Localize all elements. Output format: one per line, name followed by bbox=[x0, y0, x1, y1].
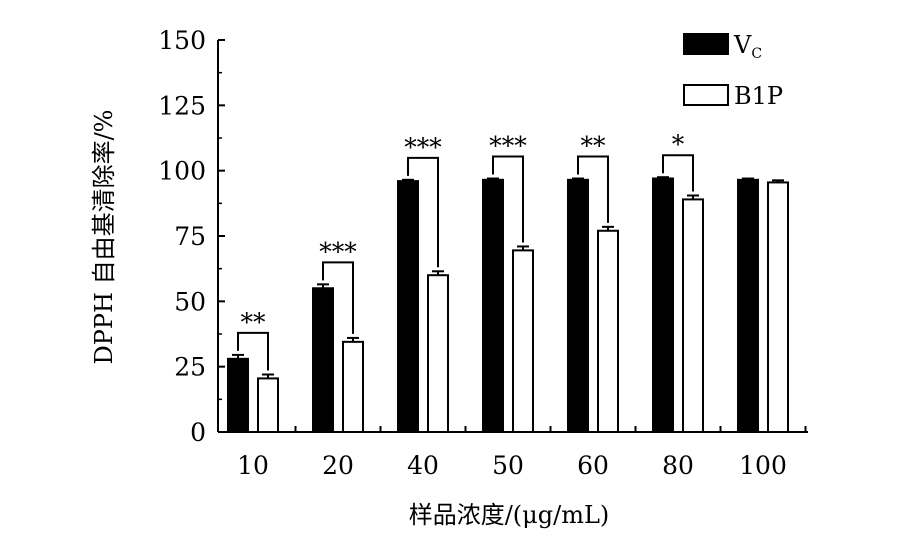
y-axis-label: DPPH 自由基清除率/% bbox=[90, 110, 118, 365]
y-tick-label: 75 bbox=[174, 222, 206, 251]
x-tick-label: 80 bbox=[662, 451, 694, 480]
significance-bracket bbox=[322, 261, 354, 334]
significance-bracket bbox=[407, 156, 439, 268]
bar-vc bbox=[482, 178, 504, 433]
y-tick-label: 150 bbox=[158, 26, 206, 55]
bar-vc bbox=[737, 178, 759, 433]
x-tick-label: 20 bbox=[322, 451, 354, 480]
significance-label: ** bbox=[241, 308, 267, 337]
y-tick-label: 50 bbox=[174, 287, 206, 316]
significance-label: *** bbox=[404, 133, 442, 162]
legend-label-vc: VC bbox=[733, 31, 762, 62]
y-tick-label: 125 bbox=[158, 91, 206, 120]
x-tick-label: 60 bbox=[577, 451, 609, 480]
bar-b1p bbox=[682, 198, 704, 433]
significance-brackets: ******** *** ** * bbox=[237, 130, 694, 371]
bar-vc bbox=[567, 178, 589, 433]
bar-vc bbox=[312, 287, 334, 433]
bar-vc bbox=[397, 180, 419, 433]
y-tick-label: 100 bbox=[158, 157, 206, 186]
significance-bracket bbox=[662, 154, 694, 192]
significance-label: *** bbox=[319, 237, 357, 266]
legend-swatch-b1p bbox=[683, 84, 729, 106]
significance-label: ** bbox=[581, 132, 607, 161]
bar-vc bbox=[652, 177, 674, 433]
x-tick-label: 100 bbox=[739, 451, 787, 480]
legend-label-vc-subscript: C bbox=[751, 46, 762, 62]
x-tick-label: 50 bbox=[492, 451, 524, 480]
bar-b1p bbox=[427, 274, 449, 434]
significance-bracket bbox=[237, 331, 269, 371]
x-tick-label: 10 bbox=[237, 451, 269, 480]
significance-bracket bbox=[577, 155, 609, 223]
y-tick-label: 25 bbox=[174, 353, 206, 382]
bar-b1p bbox=[512, 249, 534, 433]
bar-b1p bbox=[342, 340, 364, 433]
legend-swatch-vc bbox=[683, 33, 729, 55]
bar-vc bbox=[227, 357, 249, 433]
bar-b1p bbox=[767, 181, 789, 433]
significance-label: * bbox=[672, 130, 685, 159]
bar-b1p bbox=[257, 377, 279, 433]
significance-label: *** bbox=[489, 132, 527, 161]
x-axis-label: 样品浓度/(μg/mL) bbox=[409, 501, 610, 529]
bar-b1p bbox=[597, 229, 619, 433]
legend-label-vc-main: V bbox=[733, 31, 752, 59]
axes: 0 25 50 75 100 125 150 10 20 40 50 60 80 100 bbox=[158, 26, 808, 480]
significance-bracket bbox=[492, 155, 524, 243]
y-tick-label: 0 bbox=[190, 418, 206, 447]
x-tick-label: 40 bbox=[407, 451, 439, 480]
legend: VC B1P bbox=[683, 31, 783, 110]
legend-label-b1p: B1P bbox=[734, 82, 783, 110]
bars bbox=[227, 176, 789, 434]
